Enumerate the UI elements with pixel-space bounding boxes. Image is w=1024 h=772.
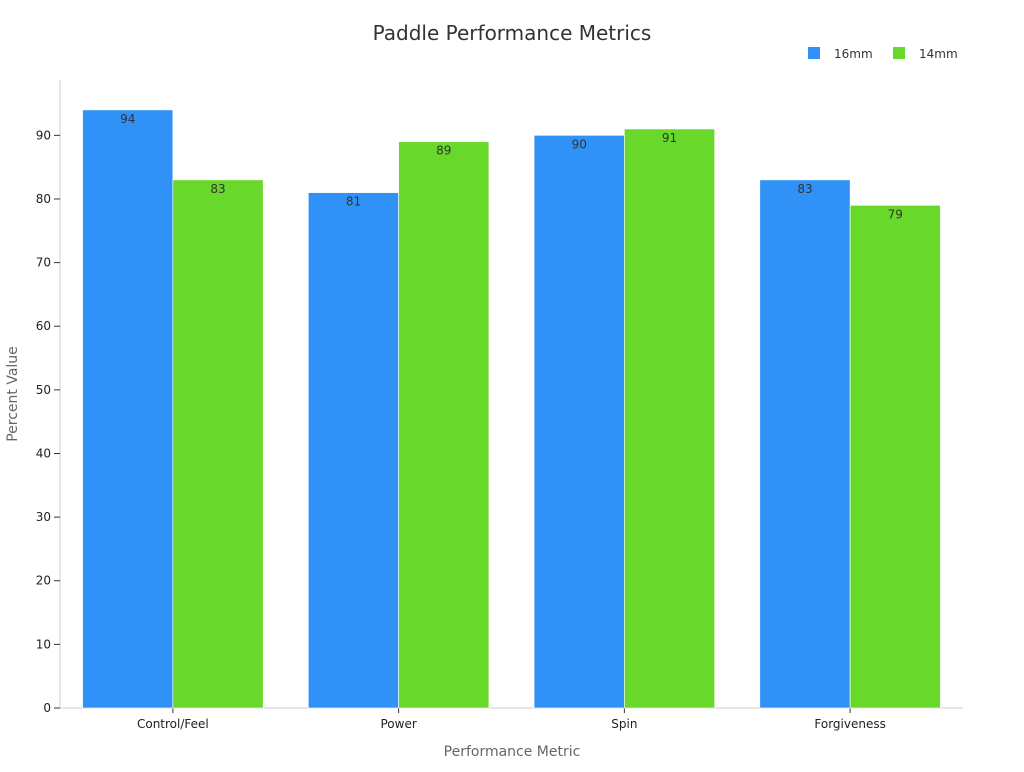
legend-swatch-14mm	[893, 47, 905, 59]
bar-16mm-spin	[533, 135, 625, 709]
bar-14mm-forgiveness	[849, 205, 941, 709]
data-label: 91	[662, 131, 677, 145]
data-label: 81	[346, 195, 361, 209]
x-tick-label: Spin	[611, 717, 637, 731]
x-axis-title: Performance Metric	[444, 744, 581, 760]
y-tick-label: 20	[36, 574, 51, 588]
legend: 16mm 14mm	[808, 47, 958, 61]
bar-14mm-control-feel	[172, 179, 264, 709]
data-label: 94	[120, 112, 135, 126]
bar-16mm-control-feel	[82, 109, 174, 709]
bar-16mm-forgiveness	[759, 179, 851, 709]
y-tick-label: 70	[36, 256, 51, 270]
legend-swatch-16mm	[808, 47, 820, 59]
y-tick-label: 40	[36, 446, 51, 460]
x-tick-label: Control/Feel	[137, 717, 209, 731]
bar-14mm-spin	[624, 128, 715, 709]
legend-label: 14mm	[919, 47, 958, 61]
x-axis: Control/Feel Power Spin Forgiveness	[60, 707, 963, 731]
bar-14mm-power	[398, 141, 490, 709]
y-axis-title: Percent Value	[5, 346, 21, 442]
y-tick-label: 10	[36, 637, 51, 651]
data-label: 90	[572, 137, 587, 151]
x-tick-label: Forgiveness	[814, 717, 885, 731]
y-tick-label: 90	[36, 128, 51, 142]
chart-title: Paddle Performance Metrics	[373, 21, 652, 45]
y-axis: 0 10 20 30 40 50 60 70 80 90	[36, 80, 61, 715]
bar-16mm-power	[308, 192, 399, 709]
x-tick-label: Power	[380, 717, 416, 731]
y-tick-label: 30	[36, 510, 51, 524]
y-tick-label: 80	[36, 192, 51, 206]
data-label: 83	[210, 182, 225, 196]
data-labels-group: 94 83 81 89 90 91 83 79	[120, 112, 903, 221]
legend-label: 16mm	[834, 47, 873, 61]
y-tick-label: 50	[36, 383, 51, 397]
data-label: 79	[888, 207, 903, 221]
y-tick-label: 60	[36, 319, 51, 333]
bars-group	[82, 109, 941, 709]
data-label: 89	[436, 144, 451, 158]
y-tick-label: 0	[43, 701, 51, 715]
data-label: 83	[797, 182, 812, 196]
